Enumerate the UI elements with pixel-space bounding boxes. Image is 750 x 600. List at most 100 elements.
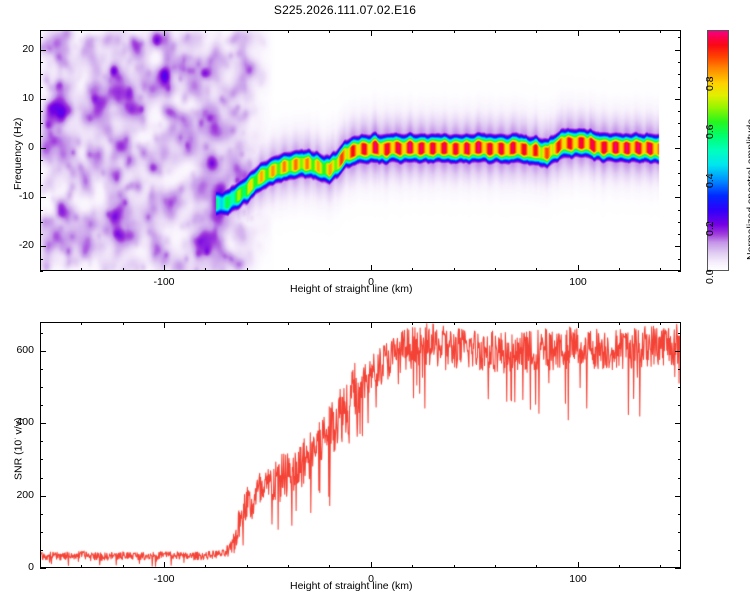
- y-tick-label: 200: [16, 489, 34, 501]
- tick-mark: [678, 234, 681, 235]
- tick-mark: [454, 30, 455, 33]
- snr-panel: [40, 322, 681, 568]
- x-tick-label: 0: [368, 276, 374, 288]
- tick-mark: [412, 322, 413, 325]
- tick-mark: [40, 87, 43, 88]
- tick-mark: [329, 322, 330, 325]
- tick-mark: [123, 30, 124, 33]
- tick-mark: [675, 50, 681, 51]
- tick-mark: [288, 268, 289, 271]
- tick-mark: [675, 197, 681, 198]
- tick-mark: [495, 268, 496, 271]
- tick-mark: [660, 268, 661, 271]
- tick-mark: [40, 459, 43, 460]
- tick-mark: [675, 351, 681, 352]
- tick-mark: [329, 565, 330, 568]
- tick-mark: [40, 246, 46, 247]
- tick-mark: [678, 259, 681, 260]
- tick-mark: [578, 322, 579, 328]
- tick-mark: [675, 99, 681, 100]
- tick-mark: [678, 136, 681, 137]
- figure-title: S225.2026.111.07.02.E16: [273, 3, 417, 17]
- tick-mark: [371, 265, 372, 271]
- spectrogram-xaxis-label: Height of straight line (km): [290, 283, 413, 295]
- y-tick-label: 0: [28, 561, 34, 573]
- tick-mark: [678, 333, 681, 334]
- tick-mark: [40, 514, 43, 515]
- tick-mark: [40, 387, 43, 388]
- snr-trace: [41, 323, 680, 567]
- tick-mark: [81, 30, 82, 33]
- tick-mark: [678, 459, 681, 460]
- tick-mark: [678, 550, 681, 551]
- tick-mark: [40, 173, 43, 174]
- tick-mark: [40, 222, 43, 223]
- tick-mark: [40, 351, 46, 352]
- tick-mark: [619, 268, 620, 271]
- y-tick-label: 20: [22, 43, 34, 55]
- colorbar-tick-mark: [707, 223, 711, 224]
- colorbar-tick-mark: [707, 271, 711, 272]
- y-tick-label: 600: [16, 344, 34, 356]
- tick-mark: [619, 322, 620, 325]
- tick-mark: [288, 565, 289, 568]
- snr-xaxis-label: Height of straight line (km): [290, 580, 413, 592]
- x-tick-label: 0: [368, 573, 374, 585]
- tick-mark: [675, 148, 681, 149]
- tick-mark: [678, 111, 681, 112]
- colorbar-tick-mark: [707, 126, 711, 127]
- tick-mark: [205, 322, 206, 325]
- tick-mark: [40, 423, 46, 424]
- tick-mark: [371, 322, 372, 328]
- tick-mark: [678, 87, 681, 88]
- x-tick-label: 100: [569, 573, 587, 585]
- tick-mark: [40, 123, 43, 124]
- y-tick-label: 400: [16, 416, 34, 428]
- tick-mark: [40, 234, 43, 235]
- tick-mark: [247, 30, 248, 33]
- x-tick-label: 100: [569, 276, 587, 288]
- tick-mark: [40, 74, 43, 75]
- tick-mark: [247, 268, 248, 271]
- tick-mark: [164, 322, 165, 328]
- y-tick-label: -20: [18, 239, 34, 251]
- tick-mark: [288, 322, 289, 325]
- tick-mark: [678, 441, 681, 442]
- tick-mark: [40, 185, 43, 186]
- tick-mark: [371, 562, 372, 568]
- spectrogram-image: [41, 31, 680, 270]
- colorbar-tick-mark: [707, 175, 711, 176]
- tick-mark: [454, 268, 455, 271]
- tick-mark: [40, 197, 46, 198]
- tick-mark: [247, 322, 248, 325]
- spectrogram-panel: [40, 30, 681, 271]
- tick-mark: [495, 565, 496, 568]
- tick-mark: [329, 30, 330, 33]
- tick-mark: [40, 37, 43, 38]
- tick-mark: [495, 30, 496, 33]
- tick-mark: [578, 30, 579, 36]
- y-tick-label: 10: [22, 92, 34, 104]
- tick-mark: [40, 322, 41, 325]
- tick-mark: [40, 271, 43, 272]
- x-tick-label: -100: [153, 573, 175, 585]
- tick-mark: [40, 568, 46, 569]
- tick-mark: [81, 268, 82, 271]
- tick-mark: [678, 271, 681, 272]
- tick-mark: [412, 268, 413, 271]
- colorbar-tick-mark: [707, 78, 711, 79]
- tick-mark: [536, 322, 537, 325]
- tick-mark: [40, 111, 43, 112]
- snr-yaxis-label: SNR (10· v/v): [12, 417, 25, 480]
- tick-mark: [578, 562, 579, 568]
- tick-mark: [123, 565, 124, 568]
- tick-mark: [495, 322, 496, 325]
- tick-mark: [40, 441, 43, 442]
- tick-mark: [675, 496, 681, 497]
- tick-mark: [288, 30, 289, 33]
- tick-mark: [678, 387, 681, 388]
- tick-mark: [412, 30, 413, 33]
- tick-mark: [678, 478, 681, 479]
- tick-mark: [40, 532, 43, 533]
